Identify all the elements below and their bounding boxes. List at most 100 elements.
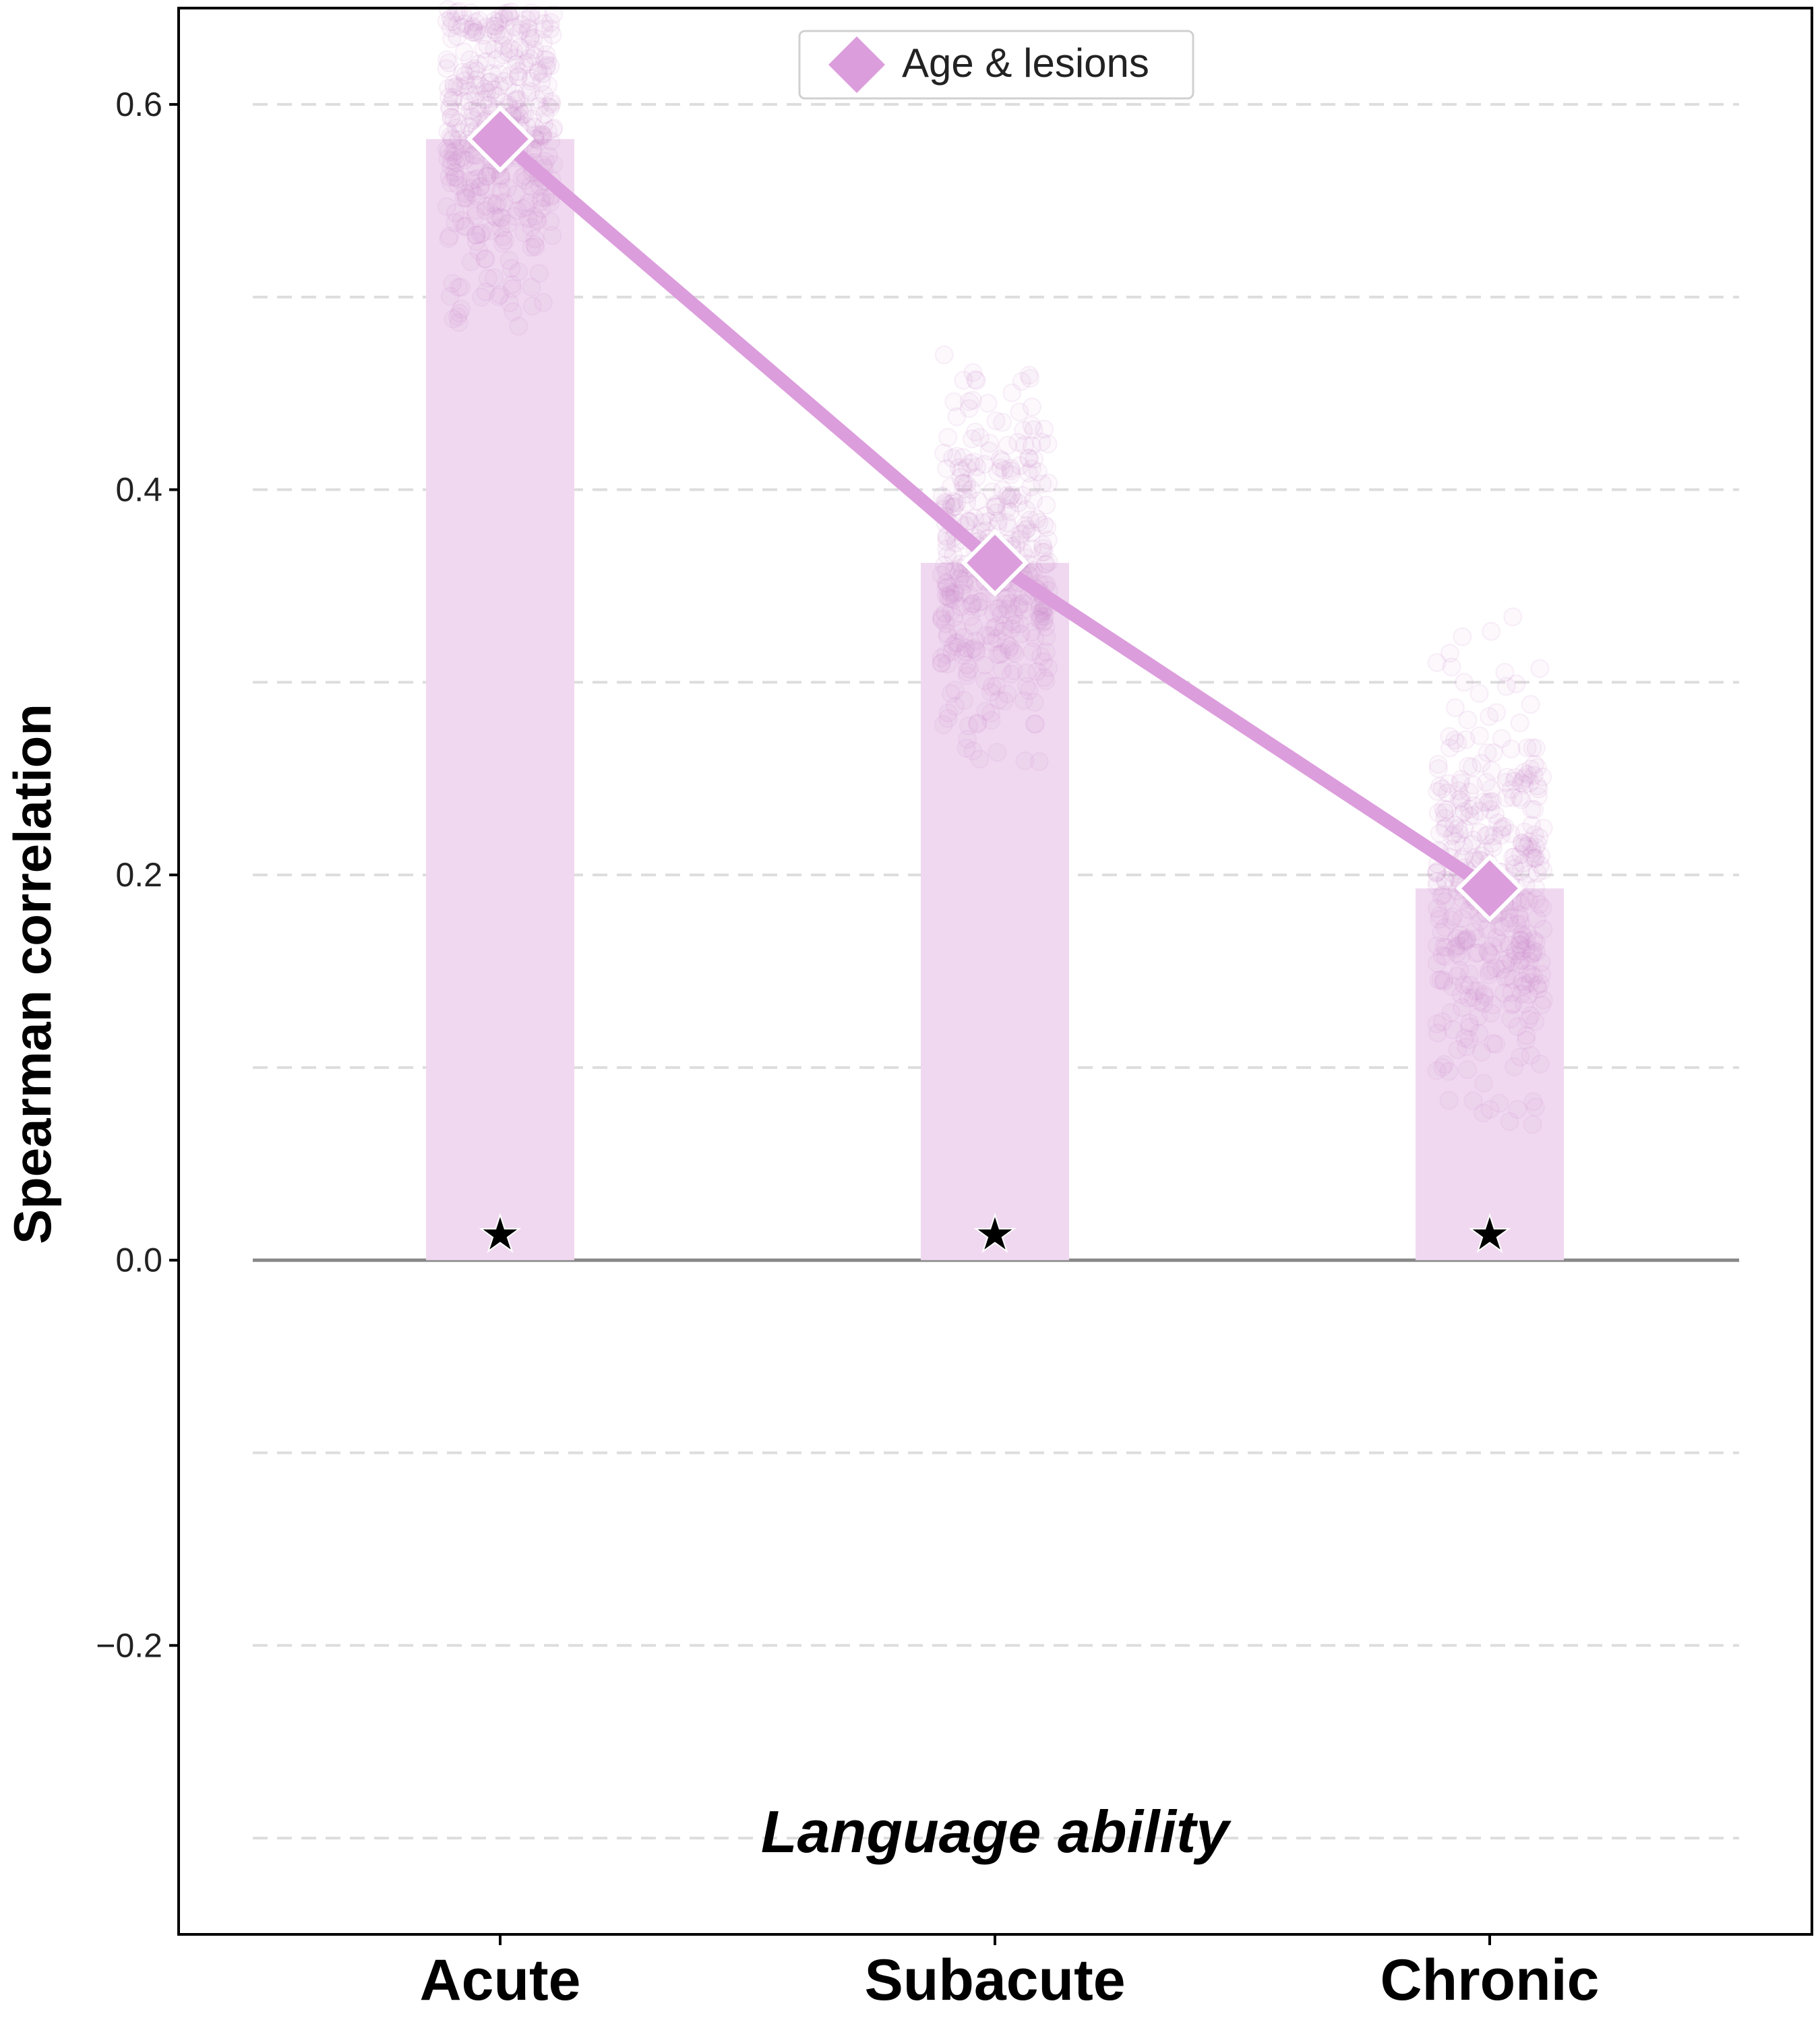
- jitter-point: [994, 616, 1014, 636]
- jitter-point: [444, 147, 464, 166]
- jitter-point: [954, 575, 974, 594]
- jitter-point: [1521, 695, 1540, 714]
- jitter-point: [1526, 1097, 1545, 1117]
- jitter-point: [1005, 615, 1025, 634]
- jitter-point: [932, 486, 952, 506]
- jitter-point: [439, 226, 459, 246]
- jitter-point: [1036, 642, 1056, 662]
- series-line: [466, 105, 1524, 923]
- jitter-point: [1004, 489, 1023, 508]
- jitter-point: [454, 42, 474, 61]
- jitter-point: [1441, 1003, 1461, 1022]
- jitter-point: [1021, 510, 1040, 530]
- jitter-point: [533, 64, 553, 84]
- jitter-point: [1521, 1006, 1540, 1025]
- jitter-point: [1511, 893, 1531, 913]
- jitter-point: [439, 229, 458, 248]
- jitter-point: [1437, 800, 1457, 820]
- jitter-point: [530, 126, 550, 146]
- jitter-point: [1525, 848, 1545, 867]
- jitter-point: [1022, 416, 1041, 435]
- jitter-point: [466, 61, 486, 81]
- jitter-point: [444, 109, 464, 128]
- jitter-point: [507, 89, 526, 109]
- jitter-point: [1027, 510, 1047, 529]
- jitter-point: [1523, 849, 1543, 868]
- jitter-point: [932, 609, 952, 628]
- jitter-point: [502, 275, 522, 294]
- jitter-point: [524, 28, 543, 48]
- jitter-point: [541, 212, 560, 231]
- jitter-point: [1432, 886, 1451, 906]
- jitter-point: [1024, 491, 1043, 510]
- jitter-point: [1501, 739, 1521, 759]
- jitter-point: [944, 545, 963, 565]
- y-tick-label: −0.2: [96, 1626, 162, 1664]
- jitter-point: [457, 189, 477, 208]
- jitter-point: [1513, 977, 1532, 996]
- jitter-point: [537, 45, 556, 65]
- jitter-point: [1019, 448, 1038, 468]
- jitter-point: [477, 167, 497, 187]
- jitter-point: [450, 303, 469, 323]
- jitter-point: [533, 127, 553, 146]
- jitter-point: [1022, 459, 1041, 479]
- jitter-point: [946, 697, 965, 716]
- jitter-point: [1463, 830, 1483, 850]
- jitter-point: [947, 493, 967, 513]
- jitter-point: [1433, 1012, 1453, 1031]
- jitter-point: [1443, 977, 1462, 996]
- jitter-point: [986, 411, 1006, 431]
- jitter-point: [989, 511, 1008, 530]
- jitter-point: [1496, 954, 1515, 974]
- jitter-point: [522, 238, 541, 257]
- jitter-point: [499, 95, 518, 115]
- jitter-point: [1529, 828, 1549, 847]
- jitter-point: [1440, 644, 1459, 663]
- jitter-point: [497, 76, 517, 96]
- significance-star: ★: [975, 1208, 1014, 1260]
- jitter-point: [1452, 792, 1472, 811]
- jitter-point: [443, 129, 462, 148]
- jitter-point: [470, 11, 489, 30]
- jitter-point: [941, 477, 961, 497]
- jitter-point: [966, 631, 985, 650]
- jitter-point: [456, 71, 475, 90]
- jitter-point: [483, 80, 503, 99]
- jitter-point: [437, 197, 456, 216]
- legend: Age & lesions: [798, 30, 1194, 100]
- jitter-point: [489, 13, 508, 32]
- jitter-point: [1526, 878, 1546, 898]
- jitter-point: [960, 512, 979, 532]
- jitter-point: [474, 90, 493, 109]
- jitter-point: [1004, 605, 1024, 625]
- jitter-point: [1512, 942, 1531, 961]
- jitter-point: [1484, 826, 1504, 846]
- jitter-point: [1450, 925, 1469, 945]
- jitter-point: [499, 43, 518, 63]
- jitter-point: [437, 50, 456, 69]
- jitter-point: [945, 497, 965, 516]
- y-axis-title: Spearman correlation: [3, 704, 62, 1244]
- jitter-point: [1531, 952, 1551, 972]
- jitter-point: [460, 117, 479, 136]
- jitter-point: [1017, 663, 1037, 683]
- jitter-point: [1523, 944, 1542, 963]
- jitter-point: [535, 85, 554, 104]
- jitter-point: [1035, 555, 1055, 574]
- jitter-point: [981, 704, 1001, 723]
- jitter-point: [466, 85, 485, 104]
- jitter-point: [1443, 826, 1462, 845]
- jitter-point: [1492, 820, 1512, 838]
- jitter-point: [493, 36, 512, 55]
- jitter-point: [535, 14, 554, 33]
- jitter-point: [1495, 817, 1515, 836]
- jitter-point: [1505, 847, 1524, 867]
- jitter-point: [1526, 890, 1546, 909]
- jitter-point: [1534, 990, 1553, 1010]
- jitter-point: [1019, 681, 1039, 700]
- jitter-point: [958, 666, 977, 685]
- jitter-point: [1432, 946, 1452, 965]
- jitter-point: [461, 61, 480, 80]
- jitter-point: [1001, 461, 1021, 481]
